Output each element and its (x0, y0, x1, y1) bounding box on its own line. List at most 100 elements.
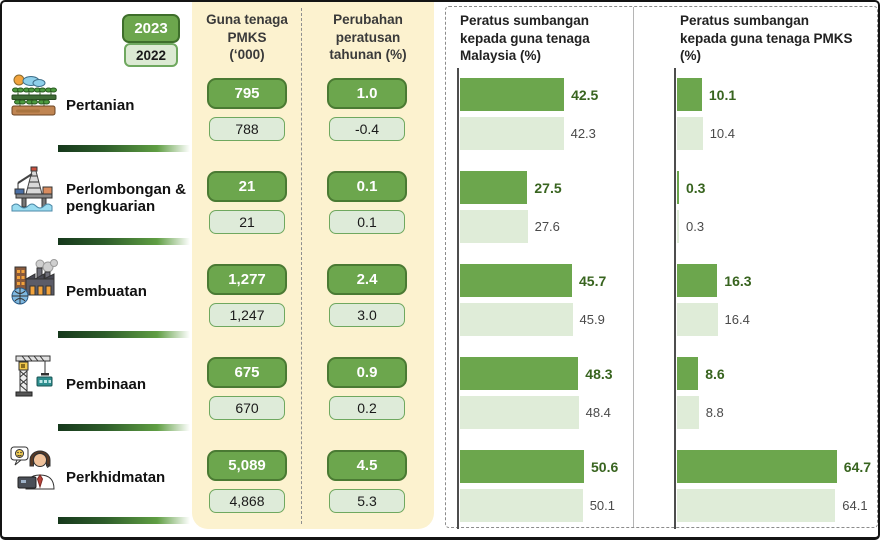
bar-2022 (677, 489, 836, 522)
row-divider-gradient (58, 517, 190, 524)
crane-icon (10, 351, 58, 399)
value-change-2022: 0.1 (329, 210, 405, 234)
bar-2022 (460, 303, 573, 336)
bar-value-label: 8.8 (705, 405, 724, 420)
bar-2023 (460, 264, 572, 297)
bar-value-label: 48.3 (585, 365, 613, 382)
bar-row: 48.3 (460, 357, 613, 390)
value-change-2022: 5.3 (329, 489, 405, 513)
value-pmks-2023: 5,089 (207, 450, 287, 481)
legend-2022-badge: 2022 (124, 43, 178, 67)
bar-2023 (460, 171, 528, 204)
bar-row: 42.5 (460, 78, 598, 111)
bar-value-label: 0.3 (686, 219, 705, 234)
bar-2023 (677, 357, 699, 390)
bar-2023 (460, 78, 565, 111)
bar-row: 8.6 (677, 357, 725, 390)
value-change-2022: 3.0 (329, 303, 405, 327)
bar-value-label: 8.6 (705, 365, 725, 382)
bar-value-label: 0.3 (686, 179, 706, 196)
bar-row: 0.3 (677, 171, 705, 204)
chart-malaysia-title: Peratus sumbangan kepada guna tenaga Mal… (460, 13, 590, 64)
value-change-2023: 0.9 (327, 357, 407, 388)
factory-icon (10, 258, 58, 306)
bar-2022 (677, 117, 703, 150)
bar-2022 (677, 303, 718, 336)
bar-value-label: 42.5 (571, 86, 599, 103)
value-pmks-2023: 675 (207, 357, 287, 388)
bar-row: 45.7 (460, 264, 606, 297)
bar-2023 (677, 78, 702, 111)
bar-value-label: 27.6 (534, 219, 560, 234)
row-divider-gradient (58, 238, 190, 245)
bar-2022 (460, 117, 564, 150)
bar-value-label: 16.4 (724, 312, 750, 327)
bar-row: 16.4 (677, 303, 750, 336)
sector-label-pertanian: Pertanian (66, 97, 135, 114)
value-change-2023: 1.0 (327, 78, 407, 109)
bar-row: 10.1 (677, 78, 736, 111)
farm-icon (10, 72, 58, 120)
chart-pmks-axis (674, 68, 676, 529)
bar-2023 (677, 171, 679, 204)
bar-row: 0.3 (677, 210, 704, 243)
bar-value-label: 64.1 (842, 498, 868, 513)
bar-row: 64.1 (677, 489, 868, 522)
bar-row: 45.9 (460, 303, 605, 336)
bar-value-label: 45.7 (579, 272, 607, 289)
chart-malaysia-axis (457, 68, 459, 529)
sector-label-pembuatan: Pembuatan (66, 283, 147, 300)
value-change-2023: 4.5 (327, 450, 407, 481)
bar-value-label: 50.6 (591, 458, 619, 475)
value-pmks-2022: 1,247 (209, 303, 285, 327)
value-change-2022: -0.4 (329, 117, 405, 141)
value-pmks-2023: 1,277 (207, 264, 287, 295)
bar-value-label: 42.3 (570, 126, 596, 141)
bar-value-label: 10.1 (708, 86, 737, 103)
bar-2022 (460, 489, 583, 522)
bar-row: 10.4 (677, 117, 735, 150)
col-header-perubahan-peratusan: Perubahan peratusan tahunan (%) (329, 12, 407, 63)
bar-row: 16.3 (677, 264, 752, 297)
bar-row: 8.8 (677, 396, 724, 429)
bar-row: 48.4 (460, 396, 611, 429)
bar-row: 64.7 (677, 450, 871, 483)
value-pmks-2022: 21 (209, 210, 285, 234)
bar-2022 (460, 210, 528, 243)
values-column-divider (301, 8, 302, 524)
oil-rig-icon (10, 165, 58, 213)
charts-panel-border (445, 6, 878, 528)
bar-value-label: 64.7 (843, 458, 872, 475)
row-divider-gradient (58, 145, 190, 152)
sector-label-perkhidmatan: Perkhidmatan (66, 469, 166, 486)
bar-row: 27.5 (460, 171, 562, 204)
col-header-guna-tenaga-pmks: Guna tenaga PMKS (‘000) (206, 12, 288, 63)
value-change-2023: 2.4 (327, 264, 407, 295)
bar-row: 42.3 (460, 117, 596, 150)
sector-label-pembinaan: Pembinaan (66, 376, 147, 393)
bar-value-label: 16.3 (724, 272, 752, 289)
bar-value-label: 10.4 (709, 126, 735, 141)
bar-2022 (460, 396, 579, 429)
value-pmks-2022: 788 (209, 117, 285, 141)
chart-pmks-title: Peratus sumbangan kepada guna tenaga PMK… (680, 13, 853, 64)
bar-2023 (460, 450, 584, 483)
value-pmks-2022: 670 (209, 396, 285, 420)
value-pmks-2023: 795 (207, 78, 287, 109)
value-change-2022: 0.2 (329, 396, 405, 420)
bar-value-label: 27.5 (534, 179, 562, 196)
value-change-2023: 0.1 (327, 171, 407, 202)
bar-2022 (677, 396, 699, 429)
service-icon (10, 444, 58, 492)
bar-value-label: 48.4 (585, 405, 611, 420)
value-pmks-2023: 21 (207, 171, 287, 202)
bar-2023 (677, 264, 718, 297)
bar-value-label: 45.9 (579, 312, 605, 327)
bar-row: 50.6 (460, 450, 618, 483)
sector-label-perlombongan: Perlombongan & pengkuarian (66, 181, 187, 216)
charts-divider (633, 7, 634, 527)
bar-2023 (677, 450, 837, 483)
legend-2023-badge: 2023 (122, 14, 180, 43)
value-pmks-2022: 4,868 (209, 489, 285, 513)
